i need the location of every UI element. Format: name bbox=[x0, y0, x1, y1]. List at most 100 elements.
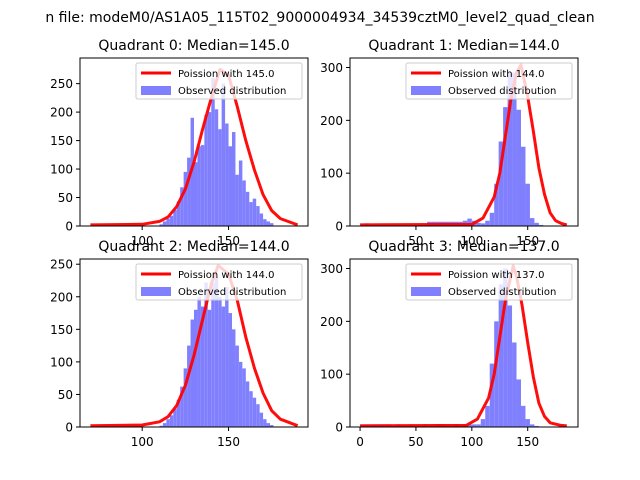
histogram-bar bbox=[252, 198, 257, 226]
y-tick-label: 50 bbox=[58, 388, 73, 402]
x-tick-label: 100 bbox=[131, 435, 154, 449]
histogram-bar bbox=[471, 424, 477, 427]
histogram-bar bbox=[204, 282, 208, 427]
histogram-bar bbox=[266, 221, 270, 226]
legend-observed-label: Observed distribution bbox=[178, 86, 286, 97]
y-tick-label: 150 bbox=[50, 134, 73, 148]
y-tick-label: 200 bbox=[50, 290, 73, 304]
histogram-bar bbox=[232, 132, 236, 226]
histogram-bar bbox=[263, 219, 267, 226]
histogram-bar bbox=[183, 368, 188, 427]
x-tick-label: 150 bbox=[217, 234, 240, 248]
histogram-bar bbox=[538, 224, 544, 226]
histogram-bar bbox=[162, 423, 167, 427]
y-tick-label: 200 bbox=[50, 106, 73, 120]
histogram-bar bbox=[180, 386, 184, 427]
histogram-bar bbox=[252, 397, 257, 427]
histogram-bar bbox=[228, 313, 232, 427]
histogram-bar bbox=[256, 206, 260, 226]
y-tick-label: 100 bbox=[320, 167, 343, 181]
subplot-quadrant-0: Quadrant 0: Median=145.0 0 50 100 150 200 250 1… bbox=[50, 38, 309, 248]
y-tick-label: 50 bbox=[58, 191, 73, 205]
x-tick-label: 100 bbox=[460, 435, 483, 449]
axes-frame bbox=[79, 258, 309, 428]
histogram-bar bbox=[266, 423, 270, 427]
x-tick-label: 150 bbox=[516, 435, 539, 449]
legend-box bbox=[405, 263, 573, 301]
y-tick-label: 0 bbox=[65, 220, 73, 234]
histogram-bar bbox=[197, 146, 201, 226]
histogram-bar bbox=[245, 381, 250, 427]
histogram-bar bbox=[159, 224, 163, 226]
histogram-bar bbox=[221, 306, 226, 427]
legend: Poission with 144.0 Observed distribution bbox=[405, 62, 573, 100]
histogram-bar bbox=[507, 72, 513, 226]
axes-frame bbox=[349, 57, 579, 227]
histogram-bar bbox=[235, 345, 239, 427]
histogram-bar bbox=[173, 210, 177, 226]
histogram-bar bbox=[242, 368, 246, 427]
histogram-bar bbox=[176, 399, 181, 427]
histogram-bar bbox=[480, 223, 486, 226]
histogram-bar bbox=[498, 284, 504, 427]
y-tick-label: 0 bbox=[65, 421, 73, 435]
histogram-bar bbox=[218, 129, 222, 226]
histogram-bar bbox=[183, 171, 188, 226]
histogram-bar bbox=[525, 419, 530, 427]
histogram-bar bbox=[476, 424, 481, 427]
histogram-bar bbox=[467, 424, 472, 427]
histogram-bar bbox=[169, 415, 174, 427]
histogram-bar bbox=[200, 145, 205, 226]
y-tick-label: 250 bbox=[50, 258, 73, 272]
histogram-bar bbox=[214, 277, 219, 427]
x-tick-label: 0 bbox=[356, 435, 364, 449]
histogram-bar bbox=[480, 419, 486, 427]
histogram-bar bbox=[194, 162, 198, 226]
histogram-bar bbox=[507, 305, 513, 427]
histogram-bar bbox=[187, 345, 191, 427]
legend-box bbox=[135, 263, 303, 301]
histogram-bar bbox=[489, 212, 495, 226]
y-tick-label: 0 bbox=[335, 421, 343, 435]
histogram-bar bbox=[159, 425, 163, 427]
histogram-bar bbox=[245, 191, 250, 226]
histogram-bar bbox=[162, 221, 167, 226]
histogram-bar bbox=[218, 296, 222, 427]
histogram-bar bbox=[197, 296, 201, 427]
subplot-title: Quadrant 2: Median=144.0 bbox=[98, 239, 289, 255]
histogram-bar bbox=[534, 222, 539, 226]
legend-box bbox=[405, 62, 573, 100]
axes-frame bbox=[349, 258, 579, 428]
histogram-bar bbox=[242, 180, 246, 226]
histogram-bar bbox=[194, 309, 198, 427]
histogram-bar bbox=[521, 405, 526, 427]
y-tick-label: 200 bbox=[320, 114, 343, 128]
histogram-bar bbox=[207, 309, 212, 427]
y-tick-label: 200 bbox=[320, 315, 343, 329]
legend-poisson-label: Poission with 144.0 bbox=[178, 270, 274, 281]
histogram-bar bbox=[485, 220, 490, 226]
legend: Poission with 137.0 Observed distribution bbox=[405, 263, 573, 301]
histogram-bar bbox=[259, 213, 264, 226]
histogram-bar bbox=[521, 146, 526, 226]
histogram-bar bbox=[211, 77, 215, 226]
histogram-bar bbox=[467, 218, 472, 226]
y-tick-label: 100 bbox=[50, 163, 73, 177]
histogram-bar bbox=[166, 218, 170, 226]
legend-observed-label: Observed distribution bbox=[448, 86, 556, 97]
x-tick-label: 50 bbox=[408, 234, 423, 248]
legend-observed-swatch bbox=[141, 86, 171, 95]
histogram-bar bbox=[190, 319, 194, 427]
legend-observed-label: Observed distribution bbox=[448, 287, 556, 298]
legend-poisson-label: Poission with 144.0 bbox=[448, 69, 544, 80]
histogram-bar bbox=[200, 306, 205, 427]
histogram-bar bbox=[180, 187, 184, 226]
histogram-bar bbox=[489, 363, 495, 427]
histogram-bar bbox=[238, 361, 243, 427]
legend-observed-swatch bbox=[411, 287, 441, 296]
histogram-bar bbox=[494, 183, 499, 226]
histogram-bar bbox=[516, 109, 521, 226]
y-tick-label: 300 bbox=[320, 262, 343, 276]
x-tick-label: 150 bbox=[217, 435, 240, 449]
